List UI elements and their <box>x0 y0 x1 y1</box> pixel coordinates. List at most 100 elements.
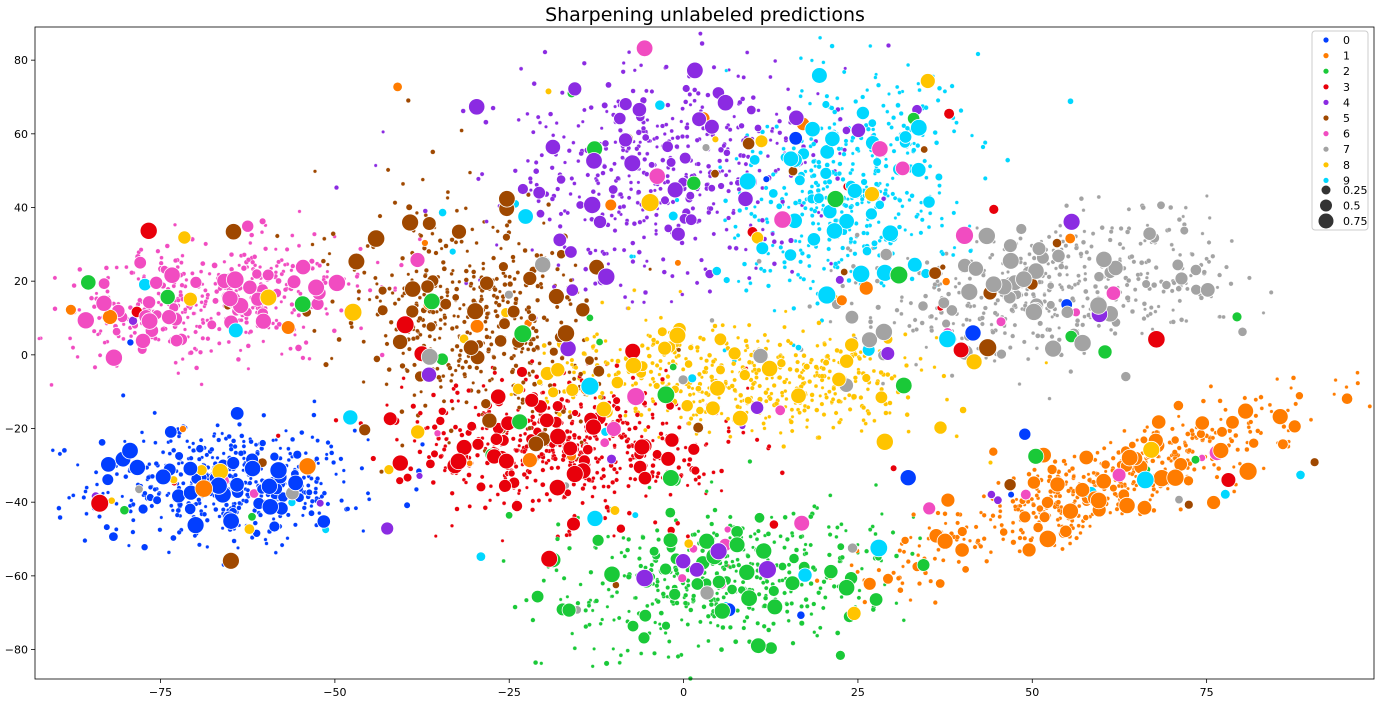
data-point <box>615 370 622 376</box>
data-point <box>799 234 804 238</box>
data-point <box>530 498 536 504</box>
data-point <box>972 303 977 309</box>
data-point <box>241 439 246 444</box>
data-point <box>153 440 158 445</box>
data-point <box>1012 303 1018 308</box>
data-point <box>769 515 774 520</box>
data-point <box>860 94 866 100</box>
data-point <box>840 176 846 182</box>
data-point <box>698 619 703 625</box>
data-point <box>1010 498 1016 504</box>
data-point <box>264 541 269 546</box>
data-point <box>312 399 317 404</box>
data-point <box>1332 392 1337 397</box>
data-point <box>183 327 187 332</box>
data-point <box>846 197 850 201</box>
data-point <box>637 556 642 561</box>
data-point <box>796 610 806 620</box>
data-point <box>131 517 136 523</box>
data-point <box>747 275 752 281</box>
data-point <box>782 545 787 550</box>
data-point <box>525 111 530 116</box>
data-point <box>338 308 344 313</box>
data-point <box>637 420 642 425</box>
data-point <box>632 288 637 293</box>
data-point <box>450 523 454 528</box>
data-point <box>728 434 733 439</box>
data-point <box>824 162 830 168</box>
data-point <box>1083 288 1089 295</box>
data-point <box>760 227 765 232</box>
data-point <box>284 428 288 433</box>
data-point <box>625 450 630 455</box>
data-point <box>361 339 366 344</box>
data-point <box>1175 285 1183 293</box>
data-point <box>1131 259 1137 265</box>
data-point <box>613 216 617 221</box>
data-point <box>766 339 770 343</box>
data-point <box>811 279 816 284</box>
data-point <box>911 147 917 153</box>
data-point <box>466 459 474 467</box>
data-point <box>365 491 371 496</box>
data-point <box>425 425 430 430</box>
data-point <box>600 581 606 586</box>
data-point <box>810 213 815 218</box>
data-point <box>192 346 197 351</box>
data-point <box>241 219 255 233</box>
data-point <box>616 210 621 215</box>
data-point <box>615 358 621 364</box>
data-point <box>422 273 428 279</box>
data-point <box>889 125 894 130</box>
data-point <box>644 215 650 220</box>
data-point <box>328 444 334 449</box>
data-point <box>1082 264 1087 270</box>
data-point <box>825 353 831 359</box>
data-point <box>598 621 603 626</box>
data-point <box>944 397 950 402</box>
data-point <box>685 483 690 488</box>
data-point <box>1275 377 1280 382</box>
data-point <box>879 280 884 286</box>
data-point <box>320 258 326 264</box>
data-point <box>561 273 566 277</box>
data-point <box>861 373 872 383</box>
data-point <box>955 511 961 517</box>
data-point <box>1015 223 1028 235</box>
data-point <box>50 448 55 453</box>
data-point <box>726 215 732 221</box>
data-point <box>465 249 470 254</box>
data-point <box>842 147 847 153</box>
data-point <box>667 382 671 386</box>
data-point <box>149 503 155 509</box>
data-point <box>152 495 162 506</box>
data-point <box>1204 256 1209 262</box>
data-point <box>49 382 54 388</box>
data-point <box>792 200 799 206</box>
data-point <box>771 383 777 388</box>
data-point <box>141 439 146 444</box>
data-point <box>704 489 709 494</box>
data-point <box>1129 254 1135 260</box>
data-point <box>290 436 296 442</box>
data-point <box>657 435 661 440</box>
data-point <box>1030 291 1036 297</box>
data-point <box>845 246 851 251</box>
data-point <box>606 587 611 592</box>
data-point <box>171 447 177 453</box>
data-point <box>809 612 814 617</box>
data-point <box>498 317 511 330</box>
data-point <box>637 219 643 225</box>
data-point <box>781 444 787 449</box>
data-point <box>761 623 767 629</box>
data-point <box>899 299 904 303</box>
data-point <box>286 457 291 463</box>
data-point <box>952 245 957 250</box>
data-point <box>243 498 249 504</box>
data-point <box>608 184 619 195</box>
data-point <box>897 197 903 203</box>
data-point <box>793 174 806 187</box>
data-point <box>571 140 576 145</box>
data-point <box>832 109 838 115</box>
data-point <box>868 43 873 49</box>
